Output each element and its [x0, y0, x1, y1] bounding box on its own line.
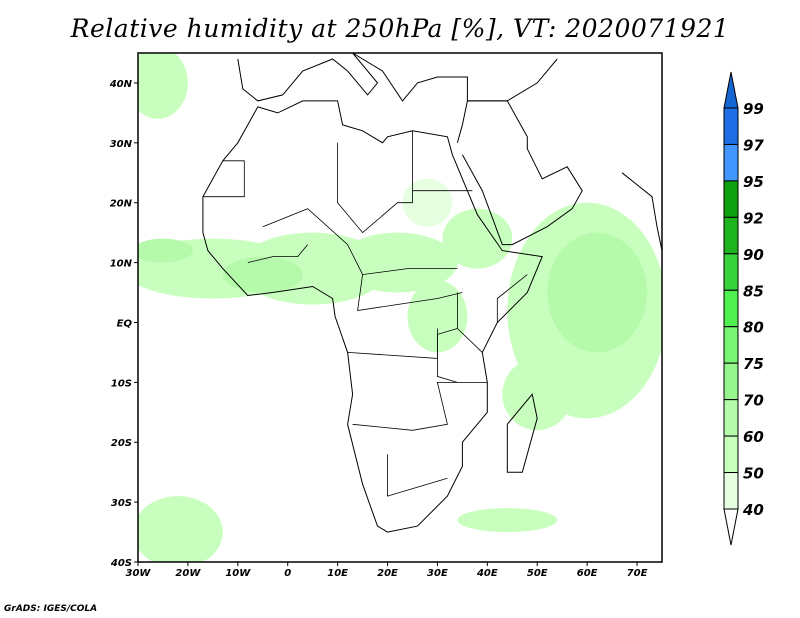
- x-tick-label: 0: [284, 568, 291, 579]
- colorbar-swatch: [723, 107, 739, 145]
- humidity-shading: [138, 496, 223, 562]
- map-layer: [138, 53, 662, 562]
- colorbar-label: 40: [742, 501, 764, 519]
- europe-coastline: [237, 53, 558, 102]
- colorbar-swatch: [723, 289, 739, 328]
- humidity-shading: [457, 508, 558, 533]
- india-coastline: [621, 172, 662, 251]
- colorbar-swatch: [723, 472, 739, 510]
- y-tick-label: 30N: [110, 139, 133, 150]
- x-tick-label: 30E: [427, 568, 448, 579]
- madagascar-coastline: [506, 393, 538, 473]
- plot-title: Relative humidity at 250hPa [%], VT: 202…: [70, 14, 730, 43]
- y-tick-label: 40N: [109, 79, 133, 90]
- humidity-shading: [442, 208, 513, 269]
- x-tick-label: 20E: [377, 568, 398, 579]
- colorbar-label: 75: [743, 355, 764, 373]
- colorbar-label: 85: [743, 282, 764, 300]
- africa-coastline: [202, 100, 543, 533]
- country-border: [247, 244, 309, 263]
- colorbar-swatch: [723, 253, 739, 291]
- humidity-shading: [138, 238, 193, 263]
- x-tick-label: 10E: [327, 568, 348, 579]
- y-tick-label: 40S: [110, 558, 132, 569]
- colorbar-swatch: [723, 216, 739, 255]
- humidity-shading: [222, 256, 303, 293]
- humidity-shading: [138, 53, 188, 119]
- country-border: [357, 274, 463, 311]
- x-tick-label: 70E: [627, 568, 648, 579]
- y-tick-label: 10S: [111, 378, 132, 389]
- country-border: [496, 274, 528, 323]
- y-tick-label: 30S: [111, 498, 132, 509]
- colorbar-swatch: [723, 362, 739, 401]
- x-tick-label: 40E: [476, 568, 498, 579]
- humidity-shading: [547, 232, 648, 353]
- colorbar-label: 92: [743, 209, 764, 227]
- colorbar-label: 95: [743, 173, 764, 191]
- colorbar-label: 60: [743, 428, 764, 446]
- colorbar-swatch: [723, 399, 739, 437]
- country-border: [436, 328, 458, 383]
- credit-label: GrADS: IGES/COLA: [4, 604, 98, 614]
- x-tick-label: 10W: [225, 568, 251, 579]
- map-frame: [137, 52, 663, 563]
- country-border: [262, 208, 458, 276]
- colorbar-swatch: [723, 326, 739, 364]
- y-tick-label: 20S: [111, 438, 132, 449]
- country-border: [387, 454, 448, 497]
- y-tick-label: 20N: [110, 199, 133, 210]
- country-border: [337, 130, 413, 234]
- country-border: [352, 381, 488, 431]
- y-tick-label: 10N: [110, 259, 133, 270]
- colorbar-label: 80: [743, 319, 764, 337]
- colorbar-max-triangle: [723, 71, 739, 109]
- x-tick-label: 50E: [527, 568, 548, 579]
- colorbar-swatch: [723, 435, 739, 474]
- colorbar-label: 70: [743, 392, 764, 410]
- x-tick-label: 30W: [126, 568, 152, 579]
- humidity-shading: [337, 232, 458, 293]
- colorbar-label: 50: [743, 465, 764, 483]
- country-border: [456, 292, 483, 353]
- humidity-shading: [502, 358, 573, 431]
- colorbar-swatch: [723, 180, 739, 218]
- colorbar-label: 97: [743, 136, 764, 154]
- colorbar-label: 99: [743, 100, 764, 118]
- x-tick-label: 20W: [175, 568, 201, 579]
- y-tick-label: EQ: [117, 318, 133, 329]
- colorbar-label: 90: [743, 246, 764, 264]
- humidity-shading: [407, 280, 468, 353]
- country-border: [202, 160, 245, 198]
- colorbar-swatch: [723, 143, 739, 182]
- x-tick-label: 60E: [577, 568, 598, 579]
- colorbar-min-triangle: [723, 508, 739, 546]
